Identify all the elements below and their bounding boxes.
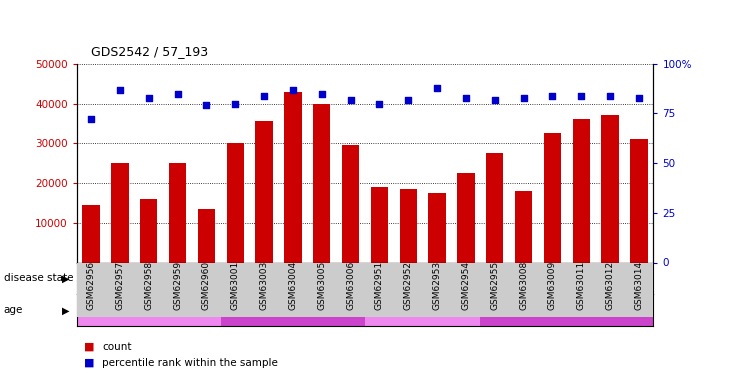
Bar: [221, 294, 365, 326]
Point: [374, 100, 385, 106]
Point: [518, 94, 529, 100]
Bar: [399, 189, 417, 262]
Bar: [140, 199, 158, 262]
Text: count: count: [102, 342, 131, 352]
Bar: [365, 294, 480, 326]
Bar: [77, 262, 365, 294]
Bar: [572, 119, 590, 262]
Bar: [198, 209, 215, 262]
Bar: [169, 163, 186, 262]
Point: [258, 93, 270, 99]
Bar: [342, 145, 359, 262]
Bar: [544, 134, 561, 262]
Point: [575, 93, 587, 99]
Bar: [77, 294, 220, 326]
Text: lean: lean: [209, 273, 233, 284]
Point: [547, 93, 558, 99]
Bar: [457, 173, 475, 262]
Point: [604, 93, 616, 99]
Point: [431, 85, 443, 91]
Point: [143, 94, 155, 100]
Bar: [365, 262, 653, 294]
Point: [85, 116, 97, 122]
Bar: [226, 143, 244, 262]
Point: [345, 96, 356, 102]
Bar: [480, 294, 653, 326]
Text: percentile rank within the sample: percentile rank within the sample: [102, 358, 278, 368]
Text: ■: ■: [84, 342, 94, 352]
Text: 4 m: 4 m: [412, 305, 434, 315]
Bar: [515, 191, 532, 262]
Text: obese: obese: [493, 273, 526, 284]
Point: [489, 96, 501, 102]
Text: age: age: [4, 305, 23, 315]
Bar: [111, 163, 128, 262]
Text: 4 m: 4 m: [138, 305, 159, 315]
Bar: [82, 205, 100, 262]
Point: [172, 91, 183, 97]
Bar: [486, 153, 504, 262]
Text: 10 m: 10 m: [553, 305, 581, 315]
Text: 10 m: 10 m: [279, 305, 307, 315]
Bar: [429, 193, 446, 262]
Point: [633, 94, 645, 100]
Point: [114, 87, 126, 93]
Point: [460, 94, 472, 100]
Point: [316, 91, 328, 97]
Bar: [313, 104, 331, 262]
Text: ■: ■: [84, 358, 94, 368]
Bar: [630, 139, 648, 262]
Point: [201, 102, 212, 108]
Point: [287, 87, 299, 93]
Point: [229, 100, 241, 106]
Text: ▶: ▶: [62, 305, 69, 315]
Text: GDS2542 / 57_193: GDS2542 / 57_193: [91, 45, 208, 58]
Bar: [255, 122, 273, 262]
Bar: [284, 92, 301, 262]
Text: ▶: ▶: [62, 273, 69, 284]
Point: [402, 96, 414, 102]
Bar: [371, 187, 388, 262]
Text: disease state: disease state: [4, 273, 73, 284]
Bar: [602, 116, 619, 262]
